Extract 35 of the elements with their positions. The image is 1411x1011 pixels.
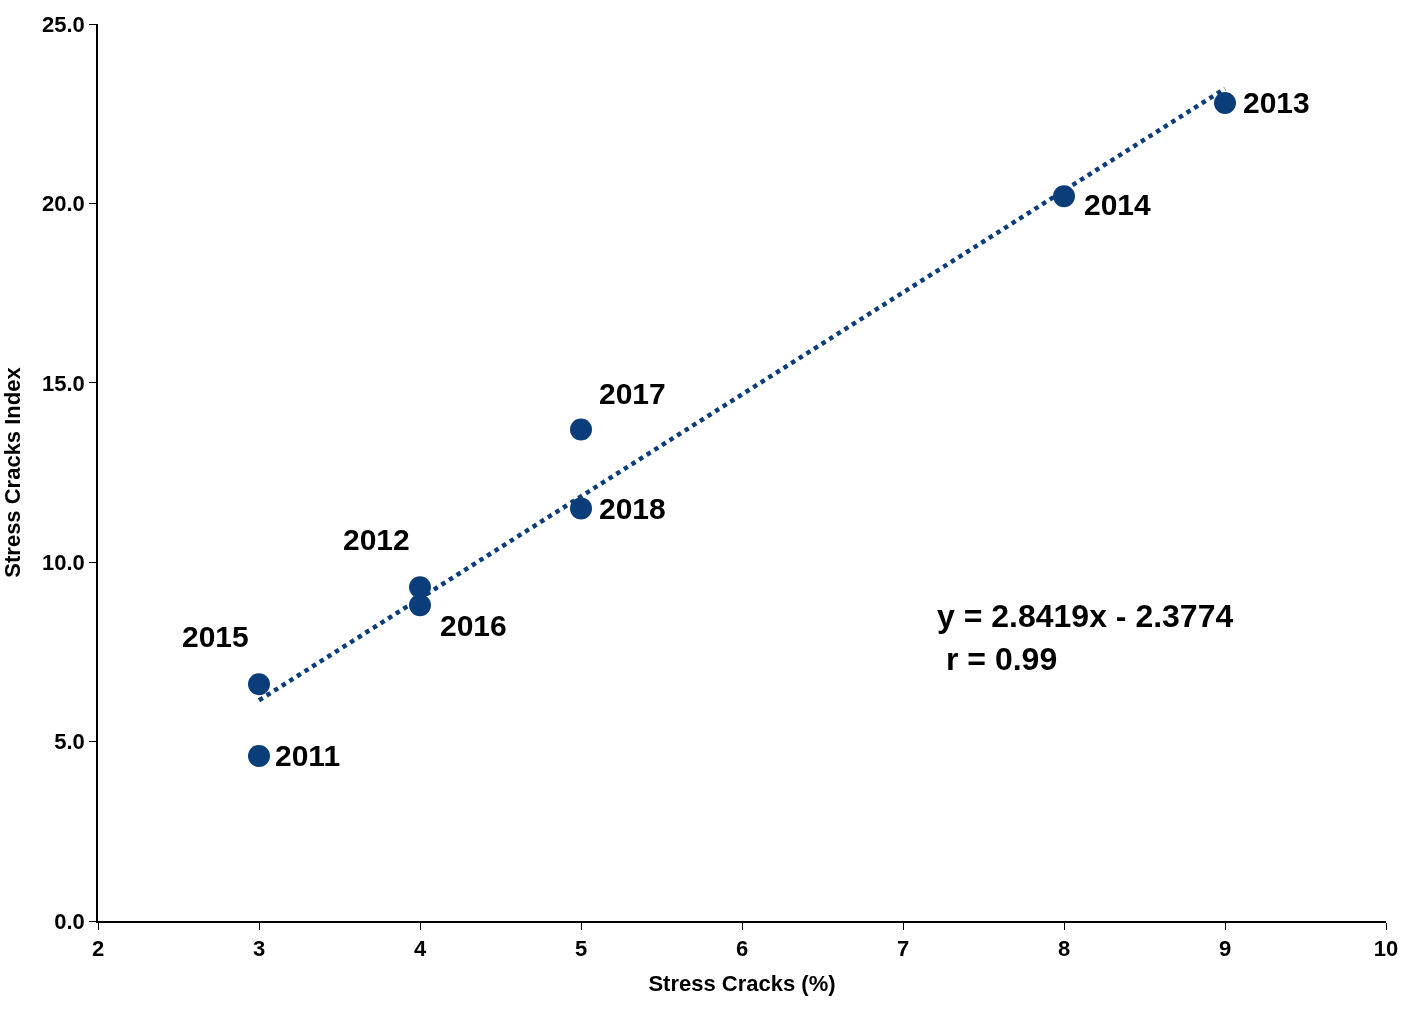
x-axis-title: Stress Cracks (%) (648, 970, 836, 996)
point (248, 744, 270, 767)
x-tick-label: 7 (896, 936, 910, 962)
y-axis-title: Stress Cracks Index (0, 366, 26, 578)
annotation: 2012 (343, 523, 410, 556)
x-tick-label: 6 (735, 936, 749, 962)
point (1053, 185, 1075, 208)
point (409, 594, 431, 617)
point (570, 418, 592, 441)
x-tick-label: 8 (1057, 936, 1071, 962)
annotation: 2014 (1084, 188, 1152, 221)
annotation: 2018 (599, 492, 666, 525)
x-tick-label: 9 (1218, 936, 1232, 962)
x-tick-label: 2 (91, 936, 105, 962)
annotation: 2016 (440, 609, 507, 642)
x-tick-label: 3 (252, 936, 266, 962)
y-tick-label: 5.0 (54, 729, 85, 755)
x-tick-label: 5 (574, 936, 588, 962)
y-tick-label: 20.0 (42, 191, 85, 217)
annotation: y = 2.8419x - 2.3774 (937, 598, 1234, 634)
point (570, 497, 592, 520)
y-tick-label: 15.0 (42, 370, 85, 396)
x-tick-label: 4 (413, 936, 427, 962)
annotation: r = 0.99 (946, 641, 1058, 677)
annotation: 2011 (275, 739, 341, 772)
x-tick-label: 10 (1373, 936, 1399, 962)
y-tick-label: 25.0 (42, 11, 85, 37)
annotation: 2017 (599, 377, 666, 410)
annotation: 2013 (1243, 86, 1310, 119)
y-tick-label: 0.0 (54, 908, 85, 934)
point (409, 576, 431, 599)
y-tick-label: 10.0 (42, 549, 85, 575)
point (1214, 91, 1236, 114)
annotation: 2015 (182, 620, 249, 653)
point (248, 673, 270, 696)
